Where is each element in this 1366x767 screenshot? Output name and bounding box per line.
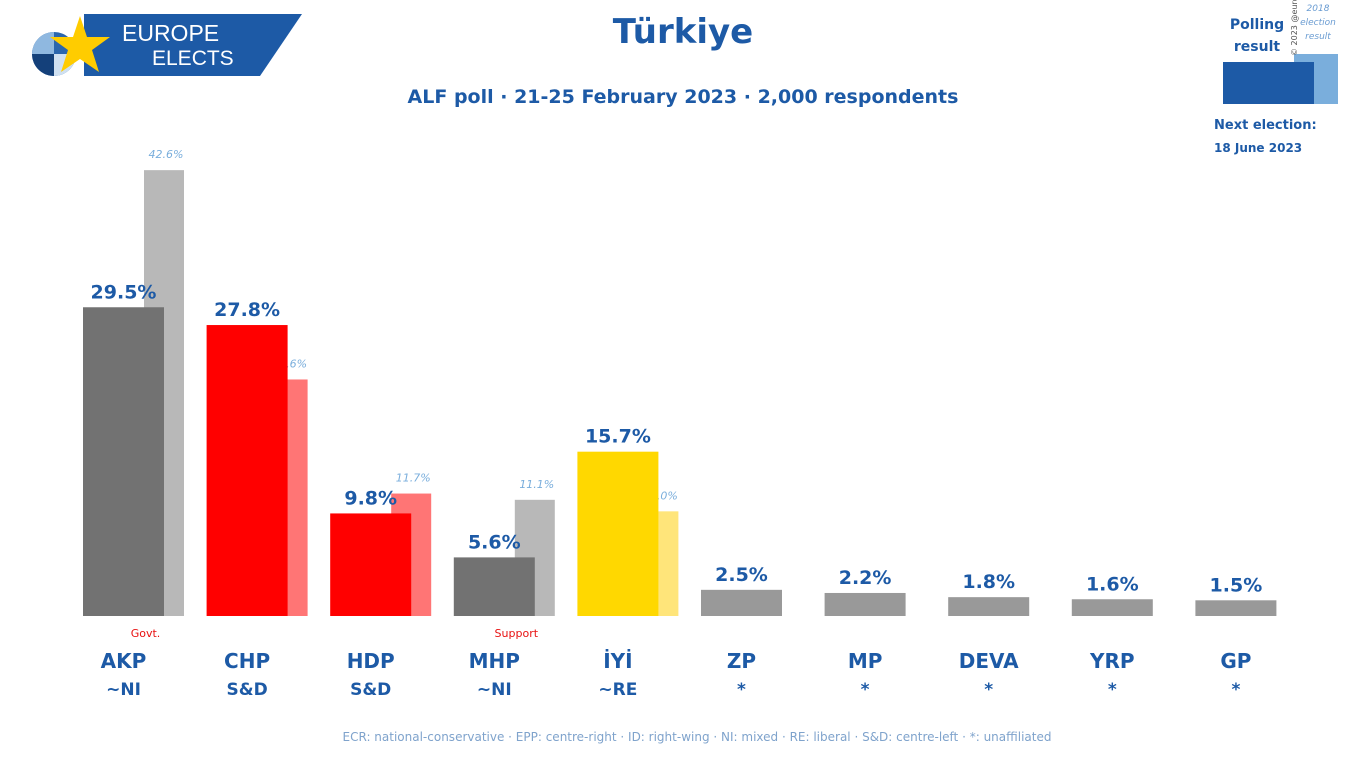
party-group-label: S&D [227, 680, 268, 700]
status-note-label: Govt. [131, 627, 161, 640]
party-group-label: S&D [350, 680, 391, 700]
poll-value-label: 15.7% [585, 426, 651, 448]
party-tick-label: İYİ [603, 649, 632, 673]
poll-value-label: 27.8% [214, 299, 280, 321]
legend-election-label: 2018 election result [1300, 4, 1336, 42]
poll-value-label: 1.5% [1210, 574, 1263, 596]
poll-value-label: 2.5% [715, 564, 768, 586]
party-group-label: ~NI [106, 680, 141, 700]
poll-value-label: 29.5% [91, 281, 157, 303]
party-tick-label: AKP [101, 649, 147, 673]
bar-chart: 42.6%29.5%Govt.AKP~NI22.6%27.8%CHPS&D11.… [83, 148, 1277, 700]
poll-value-label: 5.6% [468, 531, 521, 553]
poll-bar [453, 557, 535, 616]
next-election-date: 18 June 2023 [1214, 141, 1303, 155]
poll-bar [83, 307, 164, 616]
poll-value-label: 1.8% [962, 571, 1015, 593]
poll-bar [577, 451, 659, 616]
next-election: Next election: 18 June 2023 [1214, 115, 1317, 159]
poll-bar [948, 597, 1030, 616]
legend-polling-swatch [1223, 62, 1314, 104]
party-tick-label: MP [848, 649, 883, 673]
party-group-label: * [984, 680, 993, 700]
election-value-label: 11.7% [396, 472, 431, 485]
party-tick-label: YRP [1089, 649, 1135, 673]
poll-bar [701, 589, 782, 616]
party-group-label: * [1108, 680, 1117, 700]
poll-value-label: 2.2% [839, 567, 892, 589]
next-election-label: Next election: [1214, 118, 1317, 133]
star-icon [50, 16, 110, 72]
party-tick-label: CHP [224, 649, 270, 673]
election-value-label: 11.1% [519, 478, 554, 491]
party-group-label: ~RE [598, 680, 637, 700]
party-group-footnote: ECR: national-conservative · EPP: centre… [342, 730, 1052, 744]
logo-text-europe: EUROPE [122, 20, 219, 46]
status-note-label: Support [495, 627, 539, 640]
europe-elects-logo: EUROPE ELECTS [32, 14, 302, 76]
legend-polling-label: Polling result [1229, 17, 1285, 55]
party-tick-label: MHP [469, 649, 520, 673]
logo-text-elects: ELECTS [152, 47, 234, 70]
party-tick-label: GP [1220, 649, 1251, 673]
poll-bar [1195, 600, 1277, 616]
poll-subtitle: ALF poll · 21-25 February 2023 · 2,000 r… [407, 86, 959, 108]
page-title: Türkiye [612, 12, 754, 52]
poll-bar [330, 513, 412, 616]
poll-bar [1071, 599, 1153, 616]
party-group-label: ~NI [477, 680, 512, 700]
poll-bar [206, 325, 288, 616]
party-group-label: * [1231, 680, 1240, 700]
party-tick-label: HDP [347, 649, 395, 673]
party-tick-label: DEVA [959, 649, 1019, 673]
poll-bar [824, 592, 906, 616]
legend [1223, 54, 1338, 104]
party-group-label: * [737, 680, 746, 700]
party-tick-label: ZP [727, 649, 756, 673]
party-group-label: * [861, 680, 870, 700]
poll-value-label: 1.6% [1086, 573, 1139, 595]
election-value-label: 42.6% [149, 148, 184, 161]
poll-value-label: 9.8% [344, 487, 397, 509]
